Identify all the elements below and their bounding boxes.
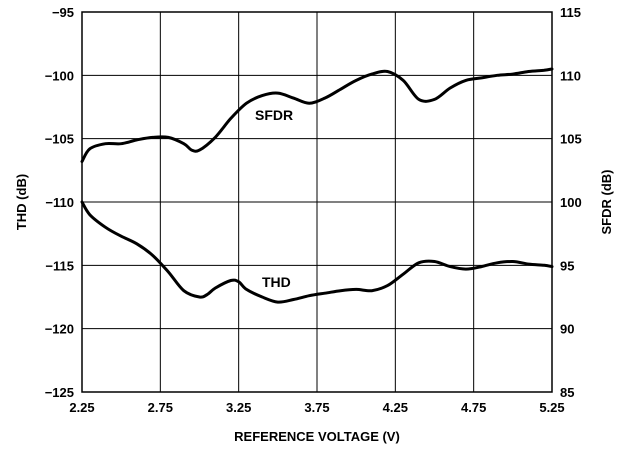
y-left-tick-label: −115 <box>45 258 74 273</box>
y-left-tick-label: −120 <box>45 322 74 337</box>
y-left-tick-label: −100 <box>45 68 74 83</box>
y-left-axis-title: THD (dB) <box>14 174 29 230</box>
y-right-tick-label: 90 <box>560 322 574 337</box>
x-axis-title: REFERENCE VOLTAGE (V) <box>234 429 400 444</box>
series-curves <box>80 67 554 304</box>
y-right-tick-label: 85 <box>560 385 574 400</box>
y-right-tick-label: 110 <box>560 68 581 83</box>
series-label-sfdr: SFDR <box>255 107 293 123</box>
series-line-sfdr <box>80 67 554 163</box>
y-right-tick-labels: 115 110 105 100 95 90 85 <box>560 5 582 400</box>
x-tick-label: 4.75 <box>461 400 486 415</box>
series-line-thd <box>80 200 554 304</box>
x-tick-labels: 2.25 2.75 3.25 3.75 4.25 4.75 5.25 <box>69 400 564 415</box>
y-left-tick-label: −110 <box>45 195 74 210</box>
y-left-tick-label: −95 <box>52 5 74 20</box>
gridlines <box>82 12 552 392</box>
y-right-tick-label: 115 <box>560 5 581 20</box>
y-left-tick-labels: −95 −100 −105 −110 −115 −120 −125 <box>45 5 74 400</box>
x-tick-label: 4.25 <box>383 400 408 415</box>
y-left-tick-label: −105 <box>45 132 74 147</box>
y-right-tick-label: 100 <box>560 195 582 210</box>
y-right-axis-title: SFDR (dB) <box>599 170 614 235</box>
x-tick-label: 5.25 <box>539 400 564 415</box>
x-tick-label: 3.25 <box>226 400 251 415</box>
series-label-thd: THD <box>262 274 291 290</box>
y-right-tick-label: 105 <box>560 132 582 147</box>
x-tick-label: 2.75 <box>148 400 173 415</box>
y-right-tick-label: 95 <box>560 258 574 273</box>
x-tick-label: 3.75 <box>304 400 329 415</box>
x-tick-label: 2.25 <box>69 400 94 415</box>
y-left-tick-label: −125 <box>45 385 74 400</box>
